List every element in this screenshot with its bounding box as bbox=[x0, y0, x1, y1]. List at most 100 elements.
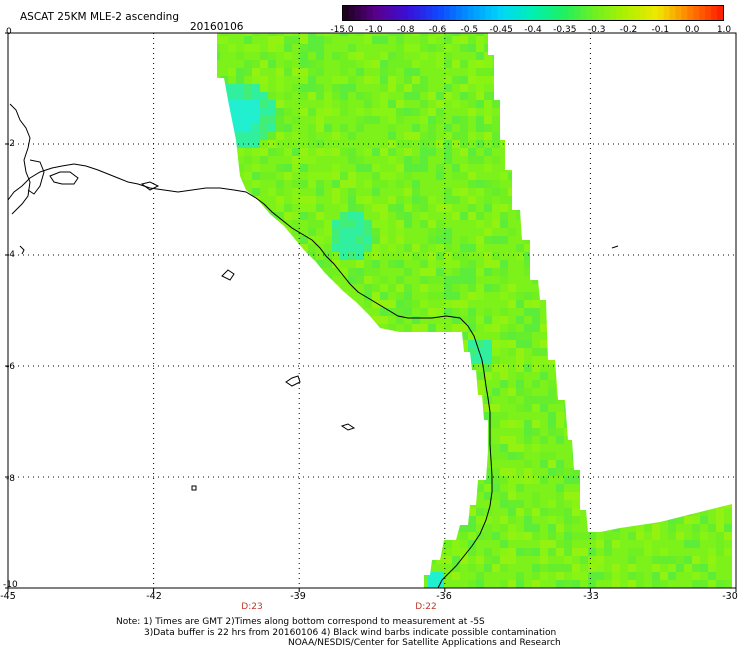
swath-cell bbox=[332, 36, 340, 44]
swath-cell bbox=[716, 68, 724, 76]
swath-cell bbox=[276, 316, 284, 324]
swath-cell bbox=[316, 124, 324, 132]
swath-cell bbox=[708, 364, 716, 372]
swath-cell bbox=[452, 148, 460, 156]
swath-cell bbox=[588, 52, 596, 60]
swath-cell bbox=[628, 84, 636, 92]
swath-cell bbox=[212, 588, 220, 596]
swath-cell bbox=[268, 572, 276, 580]
swath-cell bbox=[436, 300, 444, 308]
swath-cell bbox=[468, 556, 476, 564]
swath-cell bbox=[492, 556, 500, 564]
swath-cell bbox=[540, 588, 548, 596]
swath-cell bbox=[628, 332, 636, 340]
swath-cell bbox=[724, 244, 732, 252]
swath-cell bbox=[316, 92, 324, 100]
swath-cell bbox=[700, 164, 708, 172]
swath-cell bbox=[620, 188, 628, 196]
swath-cell bbox=[444, 516, 452, 524]
swath-cell bbox=[324, 364, 332, 372]
swath-cell bbox=[217, 516, 220, 524]
swath-cell bbox=[564, 412, 572, 420]
swath-cell bbox=[268, 284, 276, 292]
swath-cell bbox=[460, 316, 468, 324]
swath-cell bbox=[716, 108, 724, 116]
swath-cell bbox=[316, 588, 324, 596]
swath-cell bbox=[724, 196, 732, 204]
swath-cell bbox=[276, 292, 284, 300]
swath-cell bbox=[364, 484, 372, 492]
swath-cell bbox=[540, 508, 548, 516]
swath-cell bbox=[708, 36, 716, 44]
swath-cell bbox=[284, 452, 292, 460]
swath-cell bbox=[396, 60, 404, 68]
swath-cell bbox=[460, 308, 468, 316]
swath-cell bbox=[404, 68, 412, 76]
swath-cell bbox=[644, 260, 652, 268]
swath-cell bbox=[628, 588, 636, 596]
swath-cell bbox=[668, 396, 676, 404]
swath-cell bbox=[380, 324, 388, 332]
swath-cell bbox=[260, 380, 268, 388]
swath-cell bbox=[452, 100, 460, 108]
swath-cell bbox=[556, 420, 564, 428]
swath-cell bbox=[260, 92, 268, 100]
swath-cell bbox=[284, 412, 292, 420]
swath-cell bbox=[660, 316, 668, 324]
swath-cell bbox=[676, 372, 684, 380]
swath-cell bbox=[372, 140, 380, 148]
swath-cell bbox=[644, 188, 652, 196]
swath-cell bbox=[396, 156, 404, 164]
swath-cell bbox=[276, 532, 284, 540]
swath-cell bbox=[364, 428, 372, 436]
swath-cell bbox=[404, 308, 412, 316]
swath-cell bbox=[436, 100, 444, 108]
swath-cell bbox=[532, 276, 540, 284]
swath-cell bbox=[684, 524, 692, 532]
swath-cell bbox=[476, 180, 484, 188]
swath-cell bbox=[348, 188, 356, 196]
swath-cell bbox=[252, 532, 260, 540]
swath-cell bbox=[316, 340, 324, 348]
swath-cell bbox=[564, 228, 572, 236]
swath-cell bbox=[508, 524, 516, 532]
swath-cell bbox=[284, 444, 292, 452]
swath-cell bbox=[540, 180, 548, 188]
swath-cell bbox=[452, 124, 460, 132]
swath-cell bbox=[492, 124, 500, 132]
swath-cell bbox=[572, 380, 580, 388]
swath-cell bbox=[284, 44, 292, 52]
swath-cell bbox=[292, 52, 300, 60]
swath-cell bbox=[692, 380, 700, 388]
swath-cell bbox=[396, 388, 404, 396]
swath-cell bbox=[388, 588, 396, 596]
swath-cell bbox=[468, 292, 476, 300]
colorbar-segment bbox=[556, 6, 564, 20]
swath-cell bbox=[300, 444, 308, 452]
swath-cell bbox=[620, 332, 628, 340]
swath-cell bbox=[217, 412, 220, 420]
swath-cell bbox=[364, 524, 372, 532]
swath-cell bbox=[236, 44, 244, 52]
swath-cell bbox=[300, 156, 308, 164]
swath-cell bbox=[500, 292, 508, 300]
swath-cell bbox=[380, 540, 388, 548]
swath-cell bbox=[508, 140, 516, 148]
swath-cell bbox=[348, 172, 356, 180]
swath-cell bbox=[588, 180, 596, 188]
swath-cell bbox=[268, 60, 276, 68]
swath-cell bbox=[380, 404, 388, 412]
swath-cell bbox=[612, 548, 620, 556]
swath-cell bbox=[476, 396, 484, 404]
swath-cell bbox=[340, 284, 348, 292]
swath-cell bbox=[292, 180, 300, 188]
swath-cell bbox=[644, 396, 652, 404]
swath-cell bbox=[380, 468, 388, 476]
swath-cell bbox=[540, 324, 548, 332]
swath-cell bbox=[684, 52, 692, 60]
swath-cell bbox=[284, 52, 292, 60]
swath-cell bbox=[580, 228, 588, 236]
swath-cell bbox=[724, 356, 732, 364]
swath-cell bbox=[276, 444, 284, 452]
swath-cell bbox=[604, 252, 612, 260]
